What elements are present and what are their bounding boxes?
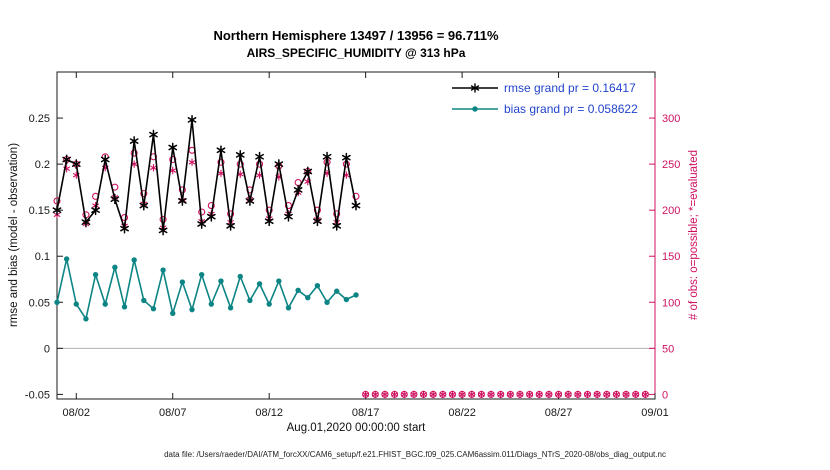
- svg-text:0.05: 0.05: [29, 297, 50, 309]
- svg-text:0.15: 0.15: [29, 205, 50, 217]
- x-axis-label: Aug.01,2020 00:00:00 start: [286, 422, 426, 434]
- svg-text:0.2: 0.2: [35, 159, 50, 171]
- svg-text:08/27: 08/27: [545, 407, 573, 419]
- svg-text:300: 300: [662, 113, 680, 125]
- evaluated-series: [53, 158, 649, 399]
- svg-text:0: 0: [662, 389, 668, 401]
- rmse-series: [52, 114, 361, 236]
- data-file-caption: data file: /Users/raeder/DAI/ATM_forcXX/…: [164, 450, 666, 459]
- svg-text:0.1: 0.1: [35, 251, 50, 263]
- svg-text:0: 0: [44, 343, 50, 355]
- chart-title: Northern Hemisphere 13497 / 13956 = 96.7…: [213, 28, 499, 43]
- chart-subtitle: AIRS_SPECIFIC_HUMIDITY @ 313 hPa: [246, 46, 466, 60]
- bias-series: [54, 256, 359, 322]
- svg-text:08/07: 08/07: [159, 407, 187, 419]
- svg-text:150: 150: [662, 251, 680, 263]
- svg-text:08/02: 08/02: [63, 407, 91, 419]
- svg-text:-0.05: -0.05: [25, 389, 50, 401]
- svg-text:09/01: 09/01: [641, 407, 669, 419]
- legend-label-rmse: rmse grand pr = 0.16417: [504, 81, 636, 95]
- svg-text:0.25: 0.25: [29, 113, 50, 125]
- svg-text:200: 200: [662, 205, 680, 217]
- left-axis-label: rmse and bias (model - observation): [8, 142, 20, 328]
- legend-label-bias: bias grand pr = 0.058622: [504, 102, 638, 116]
- svg-text:08/17: 08/17: [352, 407, 380, 419]
- svg-text:08/12: 08/12: [255, 407, 283, 419]
- right-axis-label: # of obs: o=possible; *=evaluated: [688, 149, 700, 321]
- svg-text:08/22: 08/22: [448, 407, 476, 419]
- svg-text:250: 250: [662, 159, 680, 171]
- svg-text:50: 50: [662, 343, 674, 355]
- legend: rmse grand pr = 0.16417 bias grand pr = 0…: [452, 81, 638, 116]
- svg-text:100: 100: [662, 297, 680, 309]
- axes: 08/02 08/07 08/12 08/17 08/22 08/27 09/01 -0.05…: [25, 71, 680, 419]
